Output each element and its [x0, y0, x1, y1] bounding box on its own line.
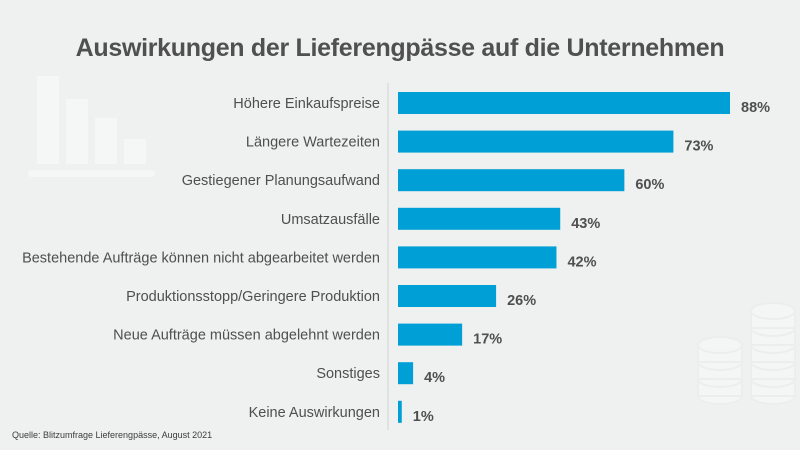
bar [398, 207, 561, 230]
category-label: Längere Wartezeiten [246, 135, 380, 151]
value-label: 73% [684, 139, 713, 155]
bar [398, 246, 557, 269]
bar [398, 92, 730, 114]
value-label: 17% [473, 332, 502, 348]
value-label: 26% [507, 293, 536, 309]
bar [398, 400, 402, 423]
value-label: 88% [741, 100, 770, 116]
category-label: Bestehende Aufträge können nicht abgearb… [22, 250, 380, 266]
category-label: Gestiegener Planungsaufwand [182, 173, 380, 189]
coin-stack-icon [697, 302, 796, 405]
category-label: Neue Aufträge müssen abgelehnt werden [113, 328, 380, 344]
bar [398, 285, 497, 307]
value-label: 1% [413, 409, 434, 425]
category-label: Produktionsstopp/Geringere Produktion [126, 289, 380, 305]
chart-title: Auswirkungen der Lieferengpässe auf die … [75, 34, 725, 62]
bar [398, 169, 625, 192]
value-label: 60% [635, 177, 664, 193]
bar [398, 323, 463, 346]
bar [398, 130, 674, 153]
bar [398, 362, 414, 385]
value-label: 42% [567, 254, 596, 270]
value-label: 43% [571, 216, 600, 232]
bar-chart-icon [28, 76, 155, 177]
source-note: Quelle: Blitzumfrage Lieferengpässe, Aug… [12, 430, 213, 440]
category-label: Umsatzausfälle [281, 212, 380, 228]
category-label: Sonstiges [316, 366, 380, 382]
value-label: 4% [424, 370, 445, 386]
category-label: Höhere Einkaufspreise [233, 96, 380, 112]
category-label: Keine Auswirkungen [249, 405, 380, 421]
